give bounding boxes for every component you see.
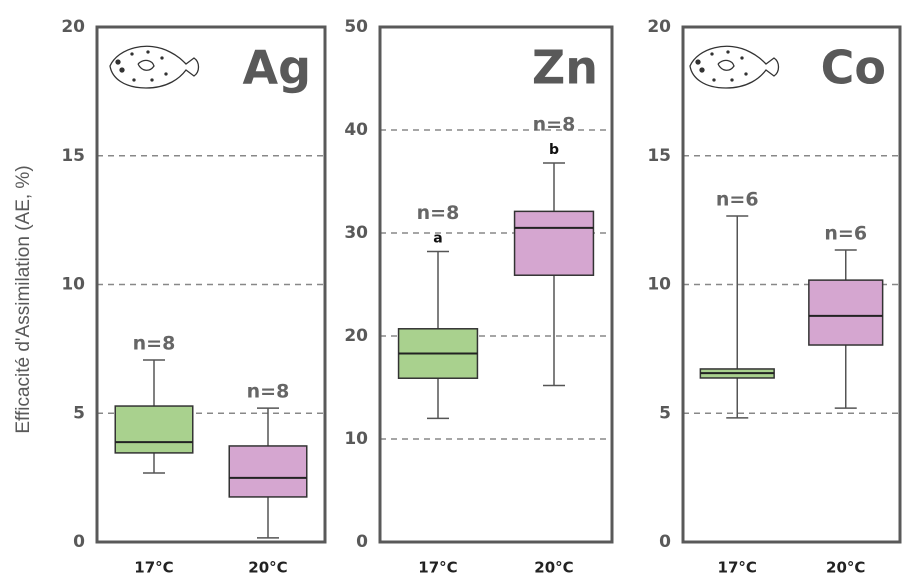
box (228, 445, 308, 498)
y-tick-label: 15 (61, 146, 85, 166)
y-tick-label: 5 (73, 403, 85, 423)
panel-title: Zn (532, 41, 598, 95)
y-tick-label: 5 (659, 403, 671, 423)
panel-title: Co (821, 41, 886, 95)
y-tick-label: 20 (344, 326, 368, 346)
n-label: n=6 (824, 222, 867, 244)
y-tick-label: 15 (647, 146, 671, 166)
y-tick-label: 0 (356, 532, 368, 552)
x-tick-label: 20°C (534, 559, 573, 577)
plot-frame (95, 25, 327, 544)
y-tick-label: 0 (73, 532, 85, 552)
n-label: n=8 (417, 202, 460, 224)
y-tick-label: 50 (344, 17, 368, 37)
n-label: n=8 (533, 113, 576, 135)
box (513, 210, 595, 276)
x-tick-label: 20°C (826, 559, 865, 577)
y-axis-label: Efficacité d'Assimilation (AE, %) (13, 165, 34, 433)
significance-letter: b (549, 142, 559, 158)
y-tick-label: 10 (61, 275, 85, 295)
y-tick-label: 20 (61, 17, 85, 37)
box (808, 279, 884, 346)
box (114, 405, 194, 454)
x-tick-label: 17°C (718, 559, 757, 577)
y-tick-label: 40 (344, 120, 368, 140)
y-tick-label: 10 (344, 429, 368, 449)
y-tick-label: 30 (344, 223, 368, 243)
x-tick-label: 17°C (418, 559, 457, 577)
y-tick-label: 20 (647, 17, 671, 37)
plot-frame (378, 25, 614, 544)
fish-icon (689, 45, 780, 89)
y-tick-label: 10 (647, 275, 671, 295)
fish-icon (109, 45, 200, 89)
x-tick-label: 17°C (134, 559, 173, 577)
x-tick-label: 20°C (248, 559, 287, 577)
y-tick-label: 0 (659, 532, 671, 552)
significance-letter: a (433, 231, 442, 247)
n-label: n=8 (247, 381, 290, 403)
n-label: n=8 (133, 332, 176, 354)
panel-title: Ag (242, 41, 311, 95)
n-label: n=6 (716, 189, 759, 211)
plot-frame (681, 25, 902, 544)
